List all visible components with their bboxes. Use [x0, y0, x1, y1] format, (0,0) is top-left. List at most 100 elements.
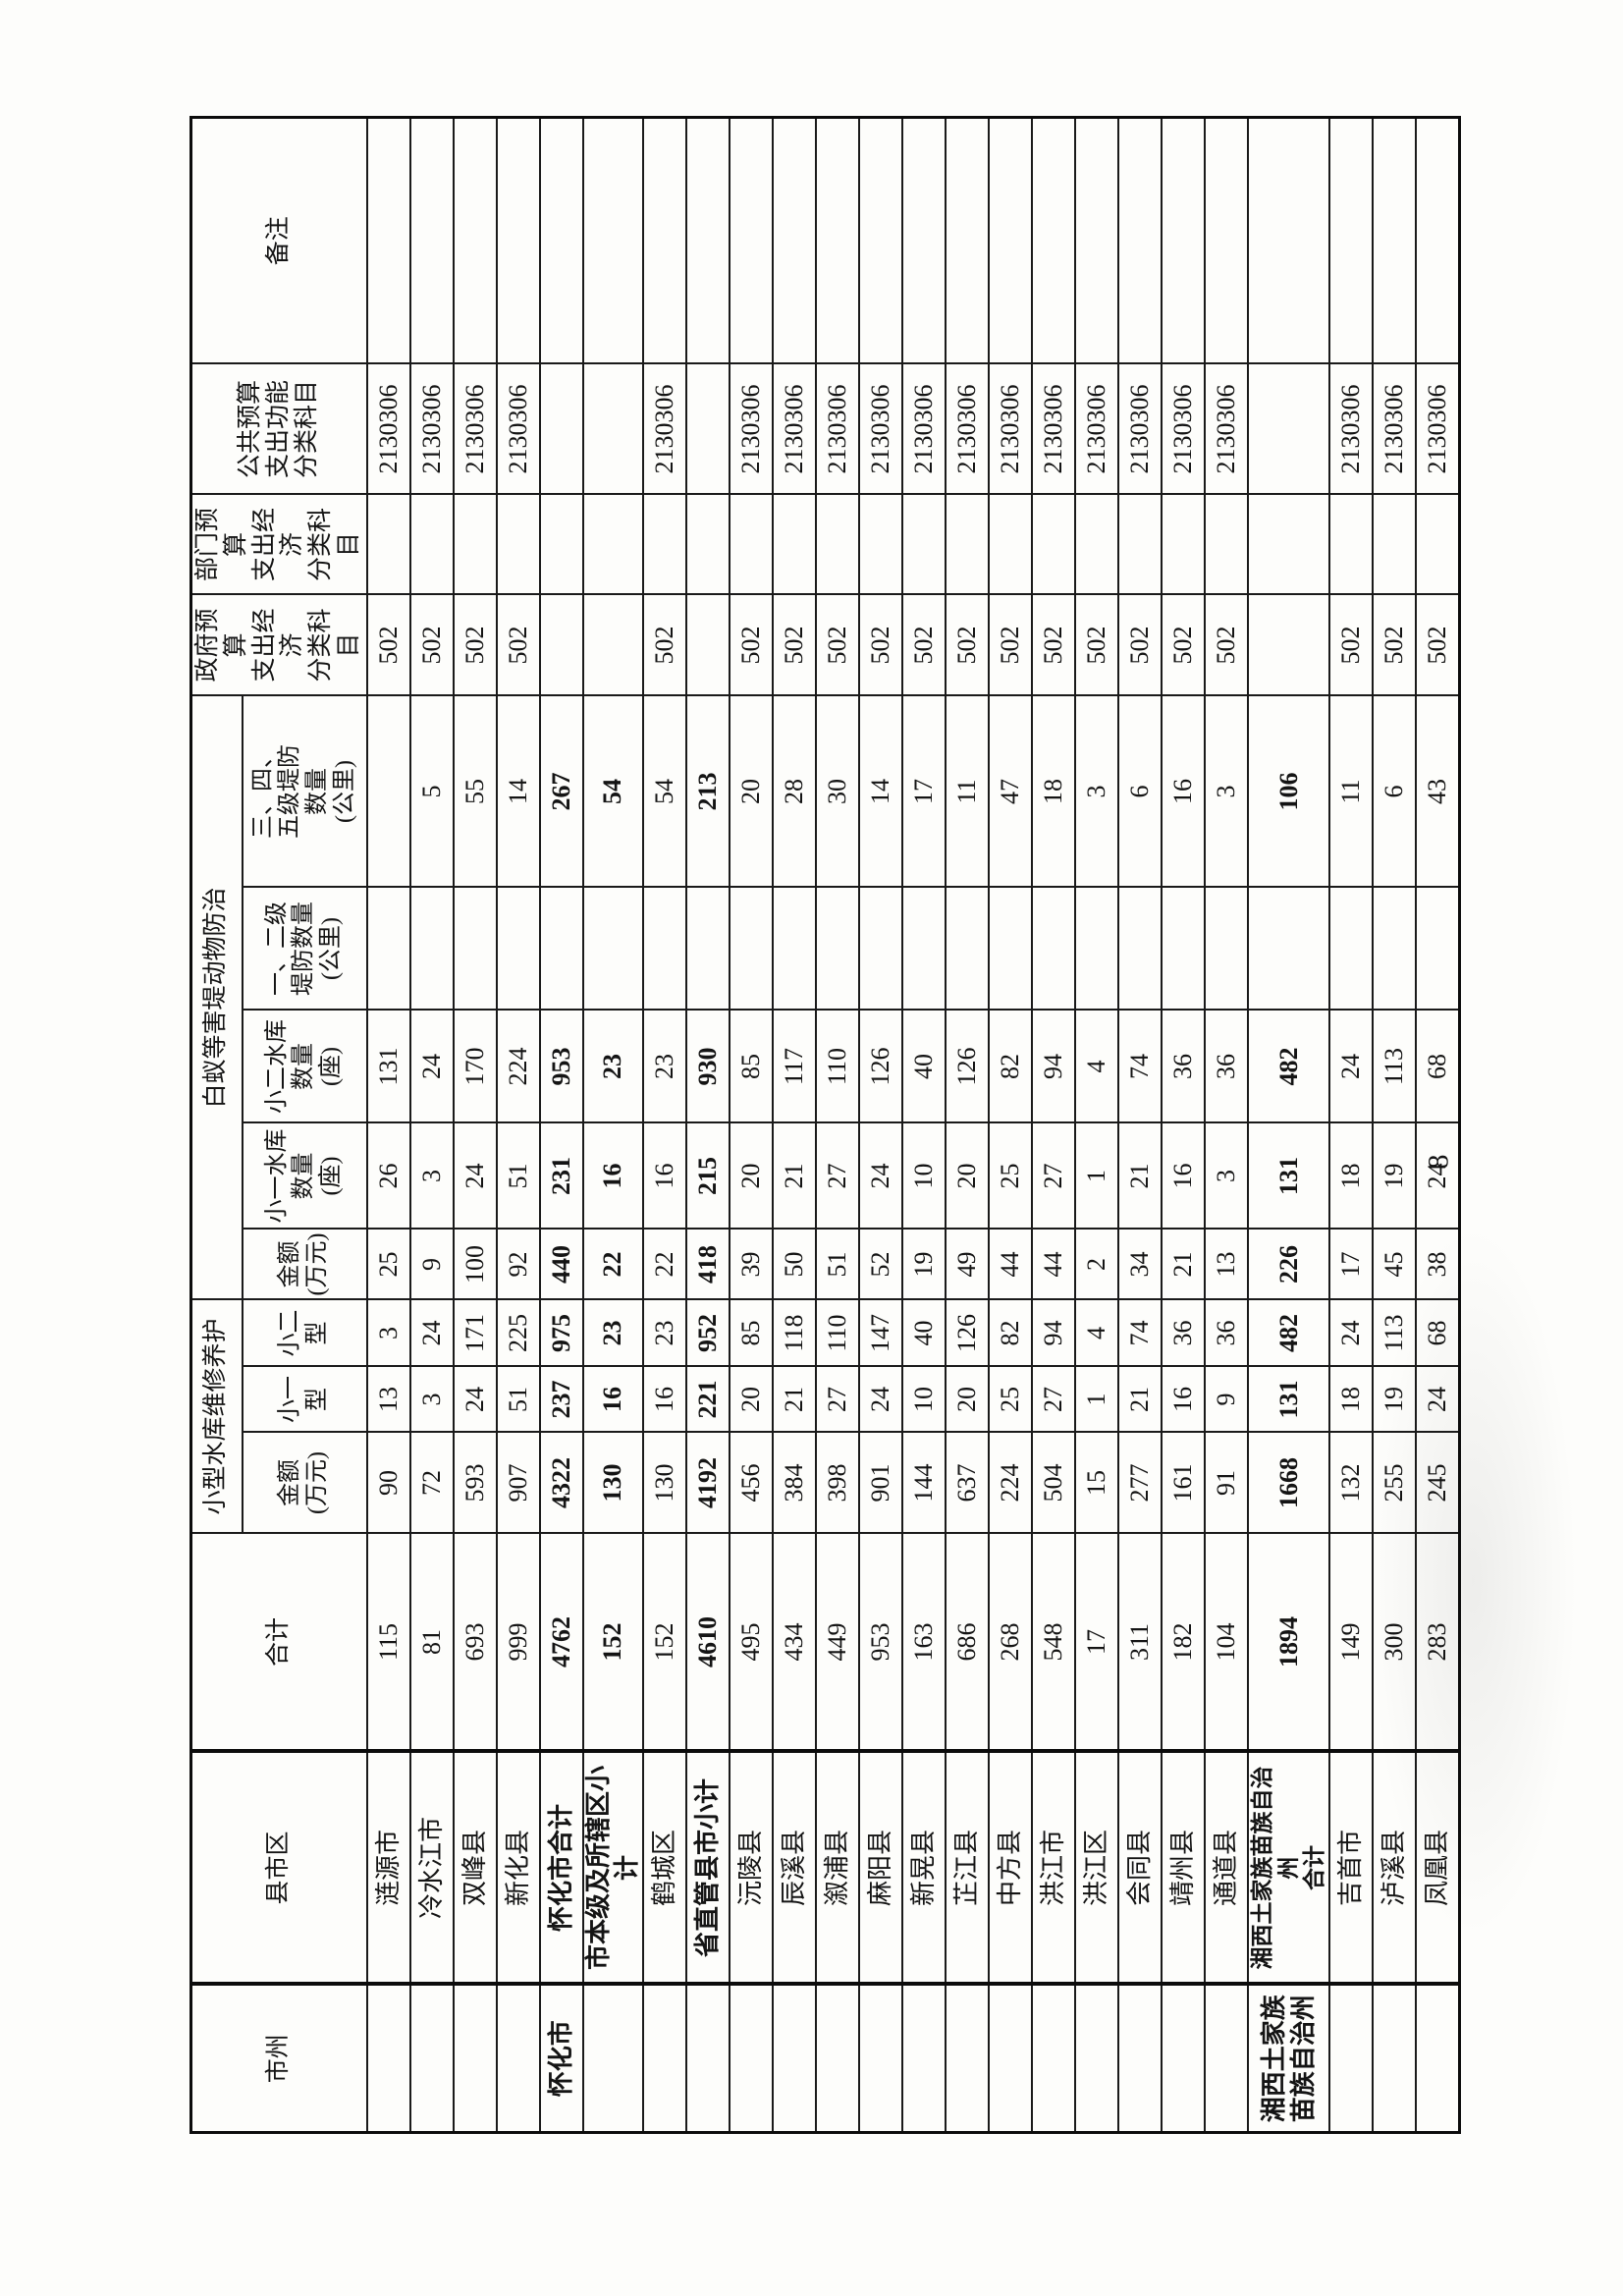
cell-gov-code: 502: [989, 594, 1033, 696]
cell-maint-small1: 19: [1373, 1366, 1417, 1433]
cell-pest-res2: 85: [730, 1010, 774, 1123]
cell-gov-code: 502: [946, 594, 990, 696]
cell-maint-small2: 23: [582, 1299, 644, 1367]
cell-pest-res2: 117: [773, 1010, 817, 1123]
cell-county: 溆浦县: [816, 1751, 860, 1985]
cell-pest-amount: 52: [859, 1229, 903, 1300]
cell-maint-amount: 224: [989, 1432, 1033, 1534]
cell-total: 311: [1118, 1533, 1163, 1752]
cell-pest-res1: 21: [773, 1122, 817, 1230]
cell-dike-345: 3: [1075, 695, 1119, 888]
cell-maint-amount: 398: [816, 1432, 860, 1534]
cell-maint-small1: 131: [1248, 1366, 1330, 1433]
cell-maint-small1: 18: [1329, 1366, 1374, 1433]
cell-dike-345: [366, 695, 410, 888]
header-group-reservoir-maintenance: 小型水库维修养护: [190, 1299, 243, 1534]
cell-pest-res2: 74: [1118, 1010, 1163, 1123]
cell-dike-12: [1373, 887, 1417, 1011]
cell-pest-res2: 24: [409, 1010, 454, 1123]
table-row: 市本级及所辖区小计 152 130 16 23 22 16 23 54: [582, 117, 644, 2133]
cell-remark: [946, 117, 990, 364]
cell-public-code: 2130306: [453, 363, 497, 495]
cell-public-code: 2130306: [1162, 363, 1206, 495]
cell-dike-12: [1416, 887, 1460, 1011]
cell-public-code: 2130306: [1075, 363, 1119, 495]
cell-maint-small1: 10: [902, 1366, 947, 1433]
cell-public-code: 2130306: [816, 363, 860, 495]
cell-county: 新化县: [496, 1751, 540, 1985]
cell-pest-amount: 22: [582, 1229, 644, 1300]
cell-remark: [1248, 117, 1330, 364]
cell-dike-12: [1075, 887, 1119, 1011]
cell-maint-small2: 952: [686, 1299, 730, 1367]
header-pest-res1-count: 小一水库 数量 (座): [242, 1122, 367, 1230]
cell-total: 300: [1373, 1533, 1417, 1752]
cell-public-code: 2130306: [1118, 363, 1163, 495]
cell-dike-345: 3: [1205, 695, 1249, 888]
cell-county: 新晃县: [902, 1751, 947, 1985]
cell-public-code: 2130306: [730, 363, 774, 495]
cell-total: 17: [1075, 1533, 1119, 1752]
cell-dept-code: [1118, 494, 1163, 595]
cell-prefecture: [1075, 1984, 1119, 2133]
cell-public-code: 2130306: [773, 363, 817, 495]
cell-gov-code: 502: [453, 594, 497, 696]
cell-prefecture: [1118, 1984, 1163, 2133]
cell-maint-amount: 4192: [686, 1432, 730, 1534]
cell-public-code: 2130306: [366, 363, 410, 495]
cell-pest-amount: 25: [366, 1229, 410, 1300]
cell-maint-small2: 118: [773, 1299, 817, 1367]
cell-maint-amount: 637: [946, 1432, 990, 1534]
cell-total: 686: [946, 1533, 990, 1752]
cell-pest-amount: 39: [730, 1229, 774, 1300]
cell-pest-res1: 24: [453, 1122, 497, 1230]
cell-dike-345: 14: [859, 695, 903, 888]
cell-prefecture: [773, 1984, 817, 2133]
cell-pest-res2: 224: [496, 1010, 540, 1123]
cell-dept-code: [902, 494, 947, 595]
cell-dept-code: [1075, 494, 1119, 595]
cell-maint-amount: 593: [453, 1432, 497, 1534]
cell-county: 辰溪县: [773, 1751, 817, 1985]
cell-maint-small1: 21: [773, 1366, 817, 1433]
cell-county: 凤凰县: [1416, 1751, 1460, 1985]
cell-maint-small1: 16: [1162, 1366, 1206, 1433]
cell-remark: [1416, 117, 1460, 364]
cell-public-code: 2130306: [643, 363, 687, 495]
cell-dike-12: [1118, 887, 1163, 1011]
cell-prefecture: [816, 1984, 860, 2133]
cell-public-code: 2130306: [1329, 363, 1374, 495]
cell-county: 双峰县: [453, 1751, 497, 1985]
cell-prefecture: 怀化市: [539, 1984, 583, 2133]
cell-dike-12: [453, 887, 497, 1011]
cell-dept-code: [1205, 494, 1249, 595]
cell-gov-code: 502: [902, 594, 947, 696]
cell-pest-amount: 45: [1373, 1229, 1417, 1300]
cell-pest-res1: 51: [496, 1122, 540, 1230]
cell-prefecture: [902, 1984, 947, 2133]
cell-maint-small2: 482: [1248, 1299, 1330, 1367]
cell-remark: [643, 117, 687, 364]
cell-pest-res1: 10: [902, 1122, 947, 1230]
cell-pest-res2: 953: [539, 1010, 583, 1123]
cell-public-code: [1248, 363, 1330, 495]
cell-maint-amount: 255: [1373, 1432, 1417, 1534]
cell-pest-amount: 34: [1118, 1229, 1163, 1300]
cell-pest-amount: 2: [1075, 1229, 1119, 1300]
cell-maint-small1: 237: [539, 1366, 583, 1433]
cell-dike-345: 6: [1118, 695, 1163, 888]
cell-county: 湘西土家族苗族自治州 合计: [1248, 1751, 1330, 1985]
cell-dike-12: [816, 887, 860, 1011]
cell-public-code: 2130306: [1416, 363, 1460, 495]
cell-total: 4610: [686, 1533, 730, 1752]
cell-total: 152: [643, 1533, 687, 1752]
cell-total: 283: [1416, 1533, 1460, 1752]
table-row: 洪江区 17 15 1 4 2 1 4 3 502 2130306: [1075, 117, 1119, 2133]
cell-pest-res2: 113: [1373, 1010, 1417, 1123]
cell-remark: [1329, 117, 1374, 364]
cell-remark: [496, 117, 540, 364]
cell-dept-code: [582, 494, 644, 595]
cell-maint-amount: 901: [859, 1432, 903, 1534]
cell-remark: [1032, 117, 1076, 364]
cell-maint-small2: 147: [859, 1299, 903, 1367]
